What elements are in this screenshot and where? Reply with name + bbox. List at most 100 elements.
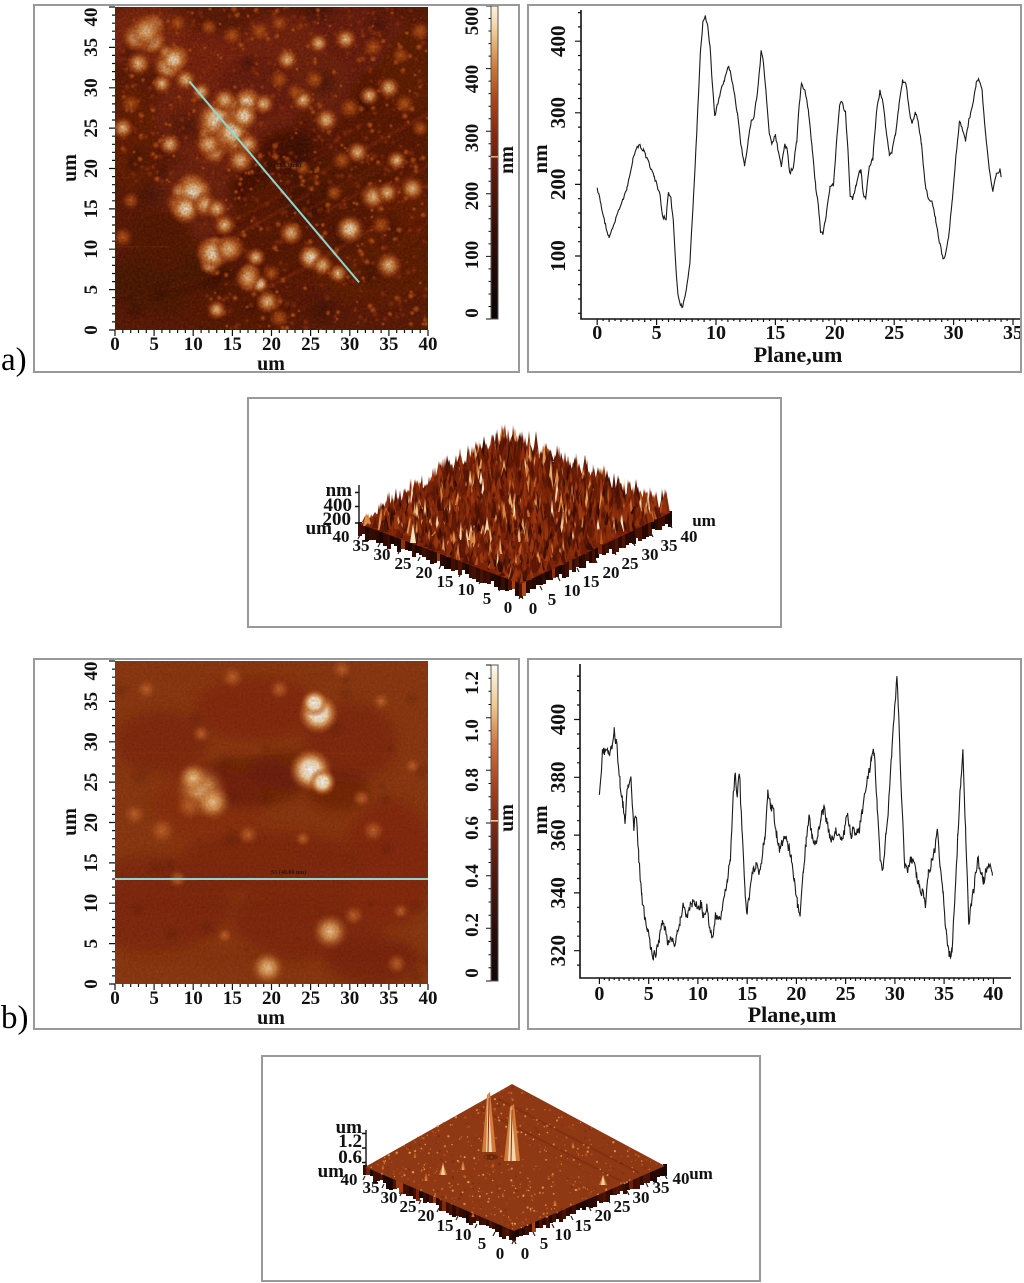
svg-text:nm: nm xyxy=(529,805,552,835)
svg-text:20: 20 xyxy=(603,563,620,582)
svg-text:10: 10 xyxy=(184,988,203,1009)
svg-text:5: 5 xyxy=(652,322,662,344)
svg-text:200: 200 xyxy=(323,509,352,530)
svg-text:40: 40 xyxy=(81,662,102,681)
svg-text:5: 5 xyxy=(81,285,102,295)
svg-text:40: 40 xyxy=(81,8,102,27)
svg-text:10: 10 xyxy=(81,240,102,259)
svg-text:35: 35 xyxy=(661,536,678,555)
svg-text:0.8: 0.8 xyxy=(462,768,483,792)
svg-text:0: 0 xyxy=(81,325,102,335)
svg-text:500: 500 xyxy=(462,7,483,36)
svg-text:5: 5 xyxy=(149,334,159,355)
svg-text:15: 15 xyxy=(81,853,102,872)
svg-text:320: 320 xyxy=(546,935,570,967)
svg-text:um: um xyxy=(257,1007,285,1028)
svg-text:0: 0 xyxy=(521,1244,530,1263)
svg-text:30: 30 xyxy=(885,983,905,1005)
svg-text:S1 (33.63 um): S1 (33.63 um) xyxy=(266,162,301,169)
svg-text:400: 400 xyxy=(324,495,353,516)
svg-text:20: 20 xyxy=(786,983,806,1005)
svg-text:35: 35 xyxy=(81,38,102,57)
svg-text:360: 360 xyxy=(546,819,570,851)
svg-text:20: 20 xyxy=(262,334,281,355)
svg-text:um: um xyxy=(336,1117,363,1138)
svg-text:0: 0 xyxy=(594,983,604,1005)
svg-text:15: 15 xyxy=(223,988,242,1009)
svg-text:20: 20 xyxy=(418,1206,435,1225)
svg-text:20: 20 xyxy=(595,1206,612,1225)
svg-text:25: 25 xyxy=(301,988,320,1009)
svg-text:10: 10 xyxy=(81,894,102,913)
svg-text:30: 30 xyxy=(633,1188,650,1207)
svg-text:40: 40 xyxy=(333,527,350,546)
svg-text:40: 40 xyxy=(419,334,438,355)
svg-text:30: 30 xyxy=(340,988,359,1009)
svg-text:1.0: 1.0 xyxy=(462,719,483,743)
svg-text:nm: nm xyxy=(496,146,518,174)
svg-text:5: 5 xyxy=(149,988,159,1009)
svg-text:15: 15 xyxy=(737,983,757,1005)
svg-text:5: 5 xyxy=(81,939,102,949)
svg-text:um: um xyxy=(306,518,333,539)
svg-text:400: 400 xyxy=(462,65,483,94)
svg-text:15: 15 xyxy=(81,199,102,218)
svg-text:15: 15 xyxy=(765,322,785,344)
svg-text:um: um xyxy=(496,804,518,832)
svg-text:0.6: 0.6 xyxy=(338,1147,362,1168)
svg-text:0: 0 xyxy=(110,988,120,1009)
svg-text:340: 340 xyxy=(546,877,570,909)
svg-text:300: 300 xyxy=(546,97,570,129)
svg-text:35: 35 xyxy=(1003,322,1020,344)
svg-text:25: 25 xyxy=(614,1197,631,1216)
svg-text:nm: nm xyxy=(326,480,353,501)
svg-text:Plane,um: Plane,um xyxy=(748,1002,837,1027)
svg-text:S1 (40.00 um): S1 (40.00 um) xyxy=(271,869,306,876)
svg-text:35: 35 xyxy=(934,983,954,1005)
svg-text:25: 25 xyxy=(884,322,904,344)
svg-text:25: 25 xyxy=(836,983,856,1005)
svg-text:400: 400 xyxy=(546,704,570,736)
svg-text:5: 5 xyxy=(540,1234,549,1253)
svg-text:380: 380 xyxy=(546,762,570,794)
svg-text:20: 20 xyxy=(825,322,845,344)
svg-text:15: 15 xyxy=(437,572,454,591)
svg-text:0: 0 xyxy=(462,968,483,978)
svg-text:30: 30 xyxy=(340,334,359,355)
svg-text:0.6: 0.6 xyxy=(462,816,483,840)
svg-text:10: 10 xyxy=(706,322,726,344)
svg-text:25: 25 xyxy=(395,554,412,573)
svg-text:30: 30 xyxy=(381,1188,398,1207)
svg-text:um: um xyxy=(318,1161,345,1182)
svg-text:15: 15 xyxy=(583,572,600,591)
svg-text:um: um xyxy=(257,353,285,371)
svg-text:0.2: 0.2 xyxy=(462,913,483,937)
svg-text:35: 35 xyxy=(363,1178,380,1197)
svg-text:um: um xyxy=(689,1164,713,1183)
svg-text:10: 10 xyxy=(184,334,203,355)
svg-text:um: um xyxy=(692,511,716,530)
svg-text:200: 200 xyxy=(462,182,483,211)
svg-text:40: 40 xyxy=(419,988,438,1009)
svg-text:200: 200 xyxy=(546,169,570,201)
svg-text:100: 100 xyxy=(462,241,483,270)
svg-text:10: 10 xyxy=(688,983,708,1005)
svg-text:40: 40 xyxy=(673,1169,690,1188)
svg-text:400: 400 xyxy=(546,25,570,57)
svg-text:30: 30 xyxy=(374,545,391,564)
svg-text:1.2: 1.2 xyxy=(462,671,483,695)
svg-text:0: 0 xyxy=(110,334,120,355)
svg-text:um: um xyxy=(59,154,81,182)
svg-text:1.2: 1.2 xyxy=(338,1131,362,1152)
svg-text:30: 30 xyxy=(81,732,102,751)
svg-text:0.4: 0.4 xyxy=(462,864,483,888)
svg-text:5: 5 xyxy=(478,1234,487,1253)
svg-text:40: 40 xyxy=(681,527,698,546)
svg-text:20: 20 xyxy=(416,563,433,582)
svg-text:30: 30 xyxy=(81,78,102,97)
svg-text:35: 35 xyxy=(353,536,370,555)
svg-text:10: 10 xyxy=(455,1225,472,1244)
svg-text:100: 100 xyxy=(546,240,570,272)
svg-text:5: 5 xyxy=(548,590,557,609)
svg-text:25: 25 xyxy=(81,119,102,138)
